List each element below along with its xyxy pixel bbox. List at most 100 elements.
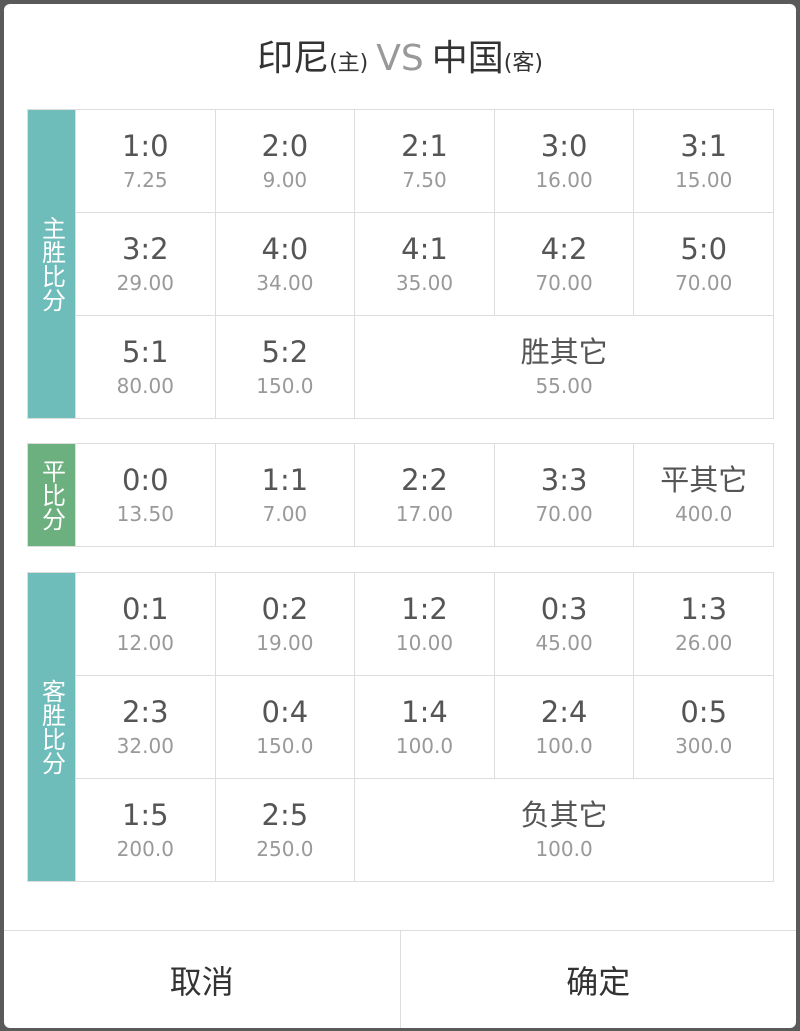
score-label: 2:5 <box>261 798 309 832</box>
odds-value: 15.00 <box>675 168 733 192</box>
section-away-win: 客胜比分 0:1 12.00 0:2 19.00 1:2 10.00 0:3 45.00 1:3… <box>27 572 774 882</box>
score-option[interactable]: 2:2 17.00 <box>354 444 494 546</box>
away-tag: (客) <box>503 51 543 76</box>
score-option[interactable]: 1:1 7.00 <box>214 444 355 546</box>
odds-value: 70.00 <box>675 271 733 295</box>
odds-value: 35.00 <box>395 271 454 295</box>
score-label: 胜其它 <box>520 335 608 369</box>
score-option[interactable]: 2:3 32.00 <box>75 676 215 779</box>
odds-value: 10.00 <box>395 631 454 655</box>
section-draw: 平比分 0:0 13.50 1:1 7.00 2:2 17.00 3:3 70.00 平其它 40… <box>27 443 774 547</box>
odds-value: 7.00 <box>262 502 308 526</box>
score-option[interactable]: 5:2 150.0 <box>214 316 355 418</box>
score-label: 1:4 <box>401 695 448 729</box>
score-option[interactable]: 0:3 45.00 <box>493 573 634 676</box>
odds-value: 19.00 <box>256 631 314 655</box>
score-option[interactable]: 1:4 100.0 <box>354 676 494 779</box>
score-label: 1:3 <box>680 592 728 626</box>
odds-value: 26.00 <box>675 631 733 655</box>
odds-value: 80.00 <box>116 374 174 398</box>
score-option[interactable]: 4:1 35.00 <box>354 213 494 316</box>
odds-value: 7.25 <box>123 168 168 192</box>
odds-value: 7.50 <box>402 168 447 192</box>
score-option[interactable]: 负其它 100.0 <box>354 779 773 881</box>
cancel-button[interactable]: 取消 <box>169 962 234 1001</box>
section-label: 客胜比分 <box>28 573 75 881</box>
score-label: 5:2 <box>261 335 309 369</box>
score-grid: 1:0 7.25 2:0 9.00 2:1 7.50 3:0 16.00 3:1 15.00 3:2… <box>75 110 773 418</box>
score-option[interactable]: 1:3 26.00 <box>633 573 773 676</box>
odds-value: 55.00 <box>535 374 593 398</box>
score-option[interactable]: 4:0 34.00 <box>214 213 355 316</box>
score-label: 5:0 <box>680 232 728 266</box>
score-option[interactable]: 0:0 13.50 <box>75 444 215 546</box>
vs-label: VS <box>376 38 424 79</box>
score-label: 负其它 <box>520 798 608 832</box>
score-option[interactable]: 3:0 16.00 <box>493 110 634 213</box>
section-label: 主胜比分 <box>28 110 75 418</box>
score-label: 0:4 <box>261 695 309 729</box>
odds-value: 100.0 <box>535 837 593 861</box>
score-option[interactable]: 胜其它 55.00 <box>354 316 773 418</box>
odds-value: 9.00 <box>262 168 308 192</box>
score-label: 2:3 <box>121 695 169 729</box>
score-label: 2:2 <box>401 463 448 497</box>
odds-value: 34.00 <box>256 271 314 295</box>
section-home-win: 主胜比分 1:0 7.25 2:0 9.00 2:1 7.50 3:0 16.00 3:1 15.… <box>27 109 774 419</box>
home-tag: (主) <box>329 51 369 76</box>
score-option[interactable]: 0:2 19.00 <box>214 573 355 676</box>
score-label: 平其它 <box>660 463 748 497</box>
score-label: 3:2 <box>121 232 169 266</box>
score-option[interactable]: 4:2 70.00 <box>493 213 634 316</box>
odds-value: 400.0 <box>675 502 733 526</box>
score-option[interactable]: 5:1 80.00 <box>75 316 215 418</box>
score-label: 3:0 <box>540 129 588 163</box>
score-option[interactable]: 2:4 100.0 <box>493 676 634 779</box>
score-option[interactable]: 平其它 400.0 <box>633 444 773 546</box>
match-title: 印尼(主) VS 中国(客) <box>4 34 796 89</box>
odds-value: 45.00 <box>535 631 593 655</box>
score-option[interactable]: 1:2 10.00 <box>354 573 494 676</box>
score-option[interactable]: 3:2 29.00 <box>75 213 215 316</box>
score-label: 4:2 <box>540 232 588 266</box>
odds-value: 100.0 <box>535 734 593 758</box>
score-label: 0:3 <box>540 592 588 626</box>
odds-value: 32.00 <box>116 734 174 758</box>
score-label: 0:1 <box>121 592 169 626</box>
score-label: 1:2 <box>401 592 448 626</box>
score-picker-dialog: 印尼(主) VS 中国(客) 主胜比分 1:0 7.25 2:0 9.00 2:1 7.50 3… <box>4 4 796 1028</box>
odds-value: 13.50 <box>116 502 174 526</box>
score-option[interactable]: 0:5 300.0 <box>633 676 773 779</box>
score-option[interactable]: 1:5 200.0 <box>75 779 215 881</box>
score-label: 2:1 <box>401 129 448 163</box>
score-label: 1:1 <box>261 463 309 497</box>
odds-value: 300.0 <box>675 734 733 758</box>
score-option[interactable]: 2:0 9.00 <box>214 110 355 213</box>
score-label: 1:0 <box>121 129 169 163</box>
odds-value: 16.00 <box>535 168 593 192</box>
score-label: 3:3 <box>540 463 588 497</box>
score-label: 0:0 <box>121 463 169 497</box>
odds-value: 70.00 <box>535 271 593 295</box>
odds-value: 200.0 <box>116 837 174 861</box>
odds-value: 100.0 <box>395 734 454 758</box>
score-option[interactable]: 5:0 70.00 <box>633 213 773 316</box>
score-label: 0:5 <box>680 695 728 729</box>
score-option[interactable]: 0:1 12.00 <box>75 573 215 676</box>
score-option[interactable]: 0:4 150.0 <box>214 676 355 779</box>
score-label: 4:1 <box>401 232 448 266</box>
odds-value: 70.00 <box>535 502 593 526</box>
score-option[interactable]: 1:0 7.25 <box>75 110 215 213</box>
score-label: 2:4 <box>540 695 588 729</box>
score-label: 2:0 <box>261 129 309 163</box>
score-option[interactable]: 3:1 15.00 <box>633 110 773 213</box>
score-option[interactable]: 2:5 250.0 <box>214 779 355 881</box>
score-label: 3:1 <box>680 129 728 163</box>
score-option[interactable]: 2:1 7.50 <box>354 110 494 213</box>
away-team: 中国 <box>431 38 504 79</box>
odds-value: 150.0 <box>256 734 314 758</box>
odds-value: 17.00 <box>395 502 454 526</box>
confirm-button[interactable]: 确定 <box>399 931 797 1028</box>
score-option[interactable]: 3:3 70.00 <box>493 444 634 546</box>
section-label: 平比分 <box>28 444 75 546</box>
